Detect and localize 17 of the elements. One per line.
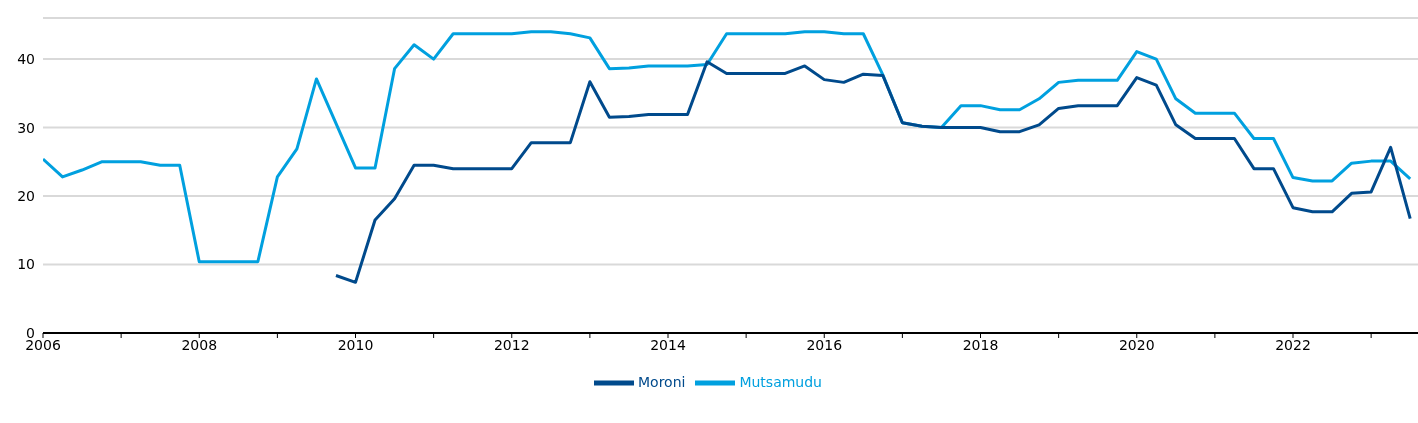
x-tick-label: 2018 [962,336,999,353]
x-tick-label: 2016 [806,336,843,353]
x-tick-label: 2020 [1118,336,1155,353]
line-series [334,60,1412,284]
x-tick-label: 2012 [493,336,530,353]
line-series [43,30,1412,264]
x-tick-label: 2008 [181,336,218,353]
y-tick-label: 40 [17,51,35,68]
y-tick-label: 10 [17,256,35,273]
x-tick-label: 2010 [337,336,374,353]
legend-label: Mutsamudu [739,374,822,390]
x-tick-label: 2022 [1275,336,1311,353]
x-tick-label: 2014 [650,336,686,353]
y-tick-label: 30 [17,119,35,136]
legend-label: Moroni [637,374,686,390]
y-tick-label: 0 [26,324,35,341]
y-tick-label: 20 [17,188,35,205]
